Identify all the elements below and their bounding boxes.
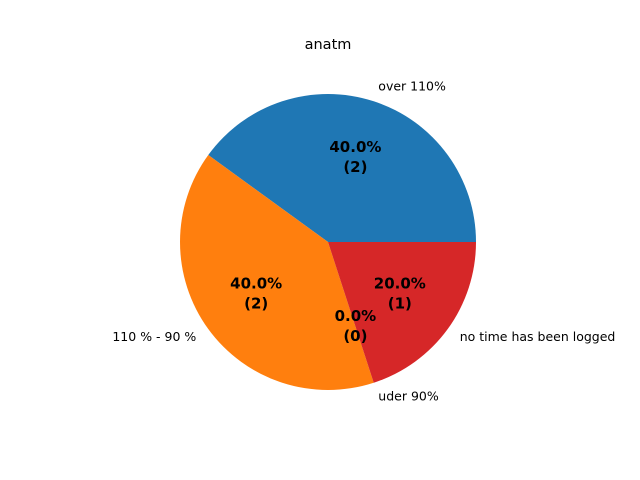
slice-percent-over-110: 40.0% — [329, 138, 381, 156]
slice-percent-no-time-has-been-logged: 20.0% — [374, 275, 426, 293]
slice-percent-uder-90: 0.0% — [335, 307, 377, 325]
slice-count-uder-90: (0) — [343, 327, 367, 345]
pie-slice-no-time-has-been-logged — [328, 242, 476, 383]
slice-label-over-110: over 110% — [378, 79, 446, 94]
slice-percent-110-90: 40.0% — [230, 275, 282, 293]
pie-slice-over-110 — [208, 94, 476, 243]
slice-count-no-time-has-been-logged: (1) — [388, 295, 412, 313]
slice-count-over-110: (2) — [343, 158, 367, 176]
slice-label-110-90: 110 % - 90 % — [112, 329, 196, 344]
slice-label-uder-90: uder 90% — [378, 388, 439, 403]
slice-count-110-90: (2) — [244, 295, 268, 313]
chart-title: anatm — [305, 37, 352, 53]
pie-slices — [180, 94, 476, 391]
pie-labels: over 110% 40.0% (2) 110 % - 90 % 40.0% (2) ude… — [112, 79, 615, 404]
slice-label-no-time-has-been-logged: no time has been logged — [460, 329, 616, 344]
pie-slice-110-90 — [180, 155, 374, 391]
